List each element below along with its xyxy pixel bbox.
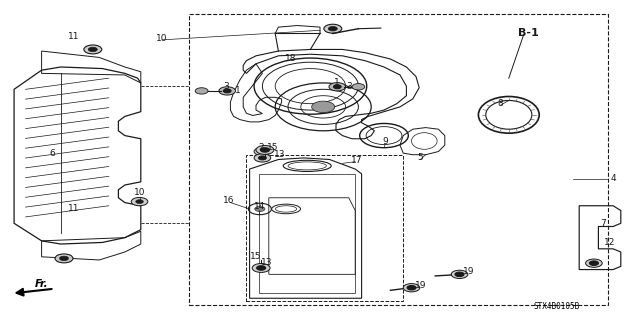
Text: 7: 7: [600, 219, 605, 228]
Circle shape: [55, 254, 73, 263]
Circle shape: [260, 148, 269, 152]
Text: 2: 2: [259, 143, 264, 152]
Text: 11: 11: [68, 204, 79, 213]
Circle shape: [324, 24, 342, 33]
Circle shape: [586, 259, 602, 267]
Text: 11: 11: [68, 32, 79, 41]
Text: 6: 6: [50, 149, 55, 158]
Text: 12: 12: [604, 238, 615, 247]
Circle shape: [352, 84, 365, 90]
Text: 14: 14: [253, 202, 265, 211]
Text: 3: 3: [223, 82, 228, 91]
Circle shape: [219, 87, 236, 95]
Circle shape: [256, 145, 274, 154]
Circle shape: [589, 261, 598, 265]
Circle shape: [136, 200, 143, 204]
Text: STX4B0105B: STX4B0105B: [534, 302, 580, 311]
Text: 17: 17: [351, 156, 363, 165]
Text: 15: 15: [267, 143, 278, 152]
Circle shape: [407, 286, 416, 290]
Circle shape: [254, 154, 271, 162]
Circle shape: [195, 88, 208, 94]
Text: 13: 13: [260, 258, 272, 267]
Bar: [246, 155, 403, 301]
Circle shape: [312, 101, 335, 113]
Text: 5: 5: [418, 153, 423, 162]
Circle shape: [223, 89, 231, 93]
Circle shape: [257, 266, 266, 270]
Circle shape: [259, 150, 266, 153]
Text: 1: 1: [335, 78, 340, 87]
Text: 13: 13: [274, 150, 285, 159]
Circle shape: [259, 156, 266, 160]
Text: 16: 16: [223, 197, 235, 205]
Circle shape: [455, 272, 464, 277]
Circle shape: [328, 26, 337, 31]
Text: 9: 9: [383, 137, 388, 146]
Circle shape: [252, 263, 270, 272]
Text: 1: 1: [236, 86, 241, 95]
Circle shape: [255, 206, 265, 211]
Bar: [189, 14, 608, 305]
Text: Fr.: Fr.: [35, 279, 49, 289]
Circle shape: [329, 83, 346, 91]
Text: 19: 19: [463, 267, 475, 276]
Text: 3: 3: [346, 82, 351, 91]
Text: B-1: B-1: [518, 28, 538, 39]
Text: 4: 4: [611, 174, 616, 183]
Circle shape: [84, 45, 102, 54]
Circle shape: [60, 256, 68, 261]
Text: 18: 18: [285, 54, 297, 63]
Text: 15: 15: [250, 252, 262, 261]
Text: 10: 10: [156, 34, 168, 43]
Circle shape: [131, 197, 148, 206]
Circle shape: [88, 47, 97, 52]
Circle shape: [333, 85, 341, 89]
Circle shape: [451, 270, 468, 278]
Circle shape: [403, 284, 420, 292]
Text: 10: 10: [134, 189, 145, 197]
Text: 19: 19: [415, 281, 427, 290]
Circle shape: [254, 147, 271, 156]
Text: 8: 8: [498, 99, 503, 108]
